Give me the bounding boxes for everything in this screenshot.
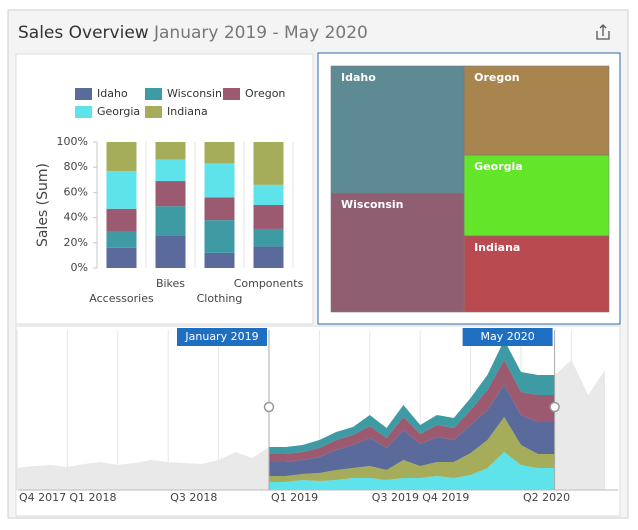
y-axis-title: Sales (Sum) [35, 163, 51, 247]
selection-end-box [462, 328, 553, 346]
treemap: Idaho Wisconsin Oregon Georgia Indiana [330, 65, 610, 313]
legend-label[interactable]: Indiana [167, 105, 208, 118]
treemap-label: Oregon [474, 71, 520, 84]
x-tick-label: Accessories [89, 292, 154, 305]
bar-segment [204, 197, 235, 221]
y-tick-label: 20% [64, 236, 88, 249]
treemap-tile[interactable] [463, 154, 610, 237]
x-tick-label: Q4 2017 [19, 491, 66, 504]
bar-segment [155, 235, 186, 268]
legend-label[interactable]: Oregon [245, 87, 285, 100]
stacked-area [269, 417, 555, 482]
treemap-tile[interactable] [463, 235, 610, 313]
x-tick-label: Clothing [197, 292, 243, 305]
bar-segment [106, 142, 137, 171]
legend-swatch[interactable] [145, 106, 162, 118]
dashboard-subtitle: January 2019 - May 2020 [153, 23, 368, 43]
x-tick-label: Q1 2019 [271, 491, 318, 504]
legend-swatch[interactable] [145, 88, 162, 100]
x-tick-label: Bikes [156, 277, 185, 290]
bar-segment [106, 247, 137, 268]
bar-segment [253, 246, 284, 268]
treemap-tile[interactable] [330, 192, 465, 313]
stacked-area [269, 452, 555, 490]
treemap-label: Georgia [474, 160, 523, 173]
x-tick-label: Q2 2020 [523, 491, 570, 504]
x-tick-label: Q1 2018 [69, 491, 116, 504]
bar-segment [204, 163, 235, 198]
x-tick-label: Q4 2019 [422, 491, 469, 504]
legend-swatch[interactable] [75, 88, 92, 100]
bar-segment [204, 252, 235, 268]
bar-segment [204, 142, 235, 164]
bar-segment [155, 206, 186, 236]
y-tick-label: 0% [71, 261, 88, 274]
selection-end-label: May 2020 [480, 330, 534, 343]
dashboard-title: Sales Overview [18, 23, 149, 43]
treemap-label: Indiana [474, 241, 520, 254]
bar-segment [253, 184, 284, 205]
bar-segment [253, 205, 284, 229]
x-tick-label: Components [234, 277, 304, 290]
bar-segment [155, 159, 186, 182]
bar-segment [155, 181, 186, 207]
bar-segment [106, 208, 137, 232]
selection-start-handle[interactable] [263, 401, 275, 413]
bar-chart: 0% 20% 40% 60% 80% 100% Sales (Sum) Accessories… [35, 87, 304, 305]
selection-start-box [177, 328, 267, 346]
bar-segment [106, 231, 137, 248]
export-icon-tray [596, 31, 610, 40]
x-tick-label: Q3 2018 [170, 491, 217, 504]
legend-label[interactable]: Idaho [97, 87, 128, 100]
treemap-tile[interactable] [330, 65, 465, 194]
y-tick-label: 60% [64, 185, 88, 198]
legend-swatch[interactable] [75, 106, 92, 118]
export-icon-arrow [599, 24, 607, 36]
y-tick-label: 80% [64, 160, 88, 173]
bar-segment [155, 142, 186, 160]
stacked-area [269, 385, 555, 476]
bar-segment [204, 220, 235, 253]
bar-segment [106, 170, 137, 209]
treemap-tile[interactable] [463, 65, 610, 156]
treemap-label: Wisconsin [341, 198, 404, 211]
selection-start-label: January 2019 [184, 330, 258, 343]
bar-segment [253, 142, 284, 185]
x-tick-label: Q3 2019 [372, 491, 419, 504]
y-tick-label: 100% [57, 135, 88, 148]
legend-label[interactable]: Georgia [97, 105, 140, 118]
legend-swatch[interactable] [223, 88, 240, 100]
treemap-label: Idaho [341, 71, 376, 84]
export-button[interactable] [596, 24, 610, 40]
range-chart: Q4 2017 Q1 2018 Q3 2018 Q1 2019 Q3 2019 Q4 20… [16, 328, 618, 504]
selection-end-handle[interactable] [549, 401, 560, 413]
y-tick-label: 40% [64, 211, 88, 224]
legend-label[interactable]: Wisconsin [167, 87, 222, 100]
bar-segment [253, 228, 284, 247]
